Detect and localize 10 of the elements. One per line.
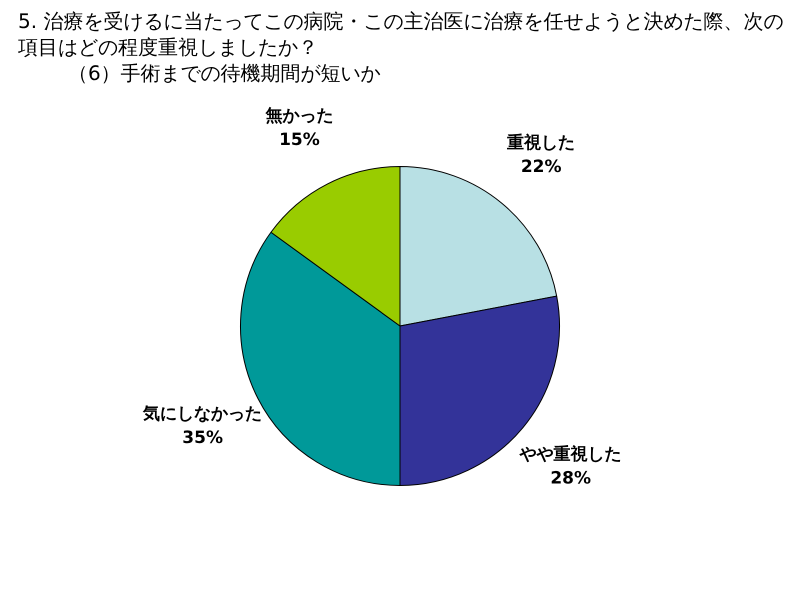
data-label: 35%: [182, 428, 223, 448]
slice-label: やや重視した: [518, 444, 622, 465]
data-label: 15%: [279, 130, 320, 150]
data-label: 22%: [520, 156, 562, 177]
slice-label: 気にしなかった: [142, 404, 262, 424]
data-label: 28%: [550, 468, 592, 489]
chart-title: 5. 治療を受けるに当たってこの病院・この主治医に治療を任せようと決めた際、次の項目はどの程度重視しましたか？: [17, 8, 784, 60]
chart-subtitle: （6）手術までの待機期間が短いか: [67, 60, 382, 86]
slice-label: 無かった: [264, 106, 334, 126]
slice-label: 重視した: [506, 132, 576, 153]
